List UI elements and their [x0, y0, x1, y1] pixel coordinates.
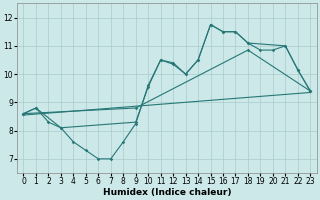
X-axis label: Humidex (Indice chaleur): Humidex (Indice chaleur) [103, 188, 231, 197]
